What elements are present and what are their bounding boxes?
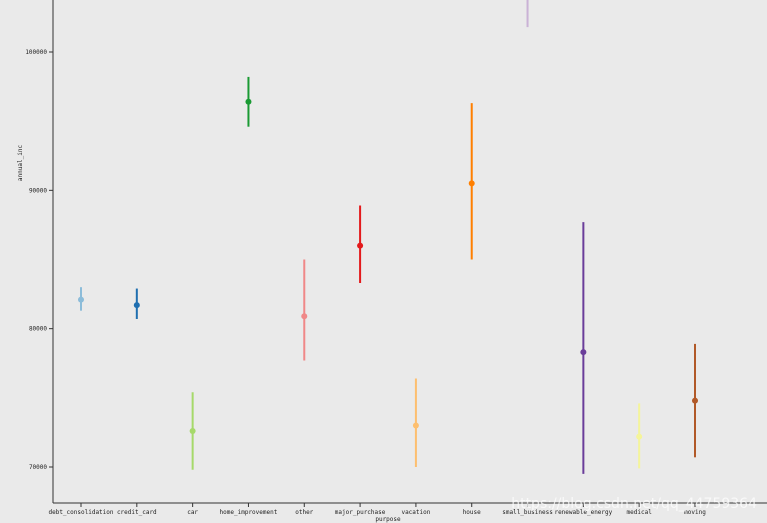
point-home_improvement <box>245 98 252 105</box>
x-tick-label: moving <box>684 509 706 516</box>
point-debt_consolidation <box>78 296 84 303</box>
x-tick-label: house <box>463 509 481 516</box>
point-medical <box>636 433 643 440</box>
x-tick-label: home_improvement <box>220 509 278 516</box>
point-moving <box>692 397 698 404</box>
x-tick-label: medical <box>627 509 653 516</box>
x-axis-title: purpose <box>375 516 401 523</box>
y-axis-title: annual_inc <box>17 145 24 182</box>
point-other <box>301 313 308 320</box>
x-tick-label: major_purchase <box>335 509 386 516</box>
y-tick-label: 90000 <box>29 187 47 194</box>
y-tick-label: 100000 <box>25 49 47 56</box>
point-renewable_energy <box>580 349 587 356</box>
y-tick-label: 80000 <box>29 326 47 333</box>
x-tick-label: car <box>187 509 198 516</box>
axes-layer: 70000 80000 90000 100000 debt_consolidation c… <box>25 0 767 516</box>
watermark: https://blog.csdn.net/qq_44759364 <box>511 496 757 512</box>
point-major_purchase <box>357 242 364 249</box>
x-tick-label: vacation <box>401 509 430 516</box>
x-tick-label: renewable_energy <box>554 509 612 516</box>
x-tick-label: credit_card <box>117 509 157 516</box>
y-tick-label: 70000 <box>29 464 47 471</box>
x-tick-label: other <box>295 509 313 516</box>
marks-layer <box>78 0 698 474</box>
point-vacation <box>412 422 419 429</box>
point-credit_card <box>133 302 140 309</box>
x-tick-label: small_business <box>502 509 553 516</box>
point-house <box>468 180 475 187</box>
point-car <box>189 428 196 435</box>
x-tick-label: debt_consolidation <box>48 509 113 516</box>
